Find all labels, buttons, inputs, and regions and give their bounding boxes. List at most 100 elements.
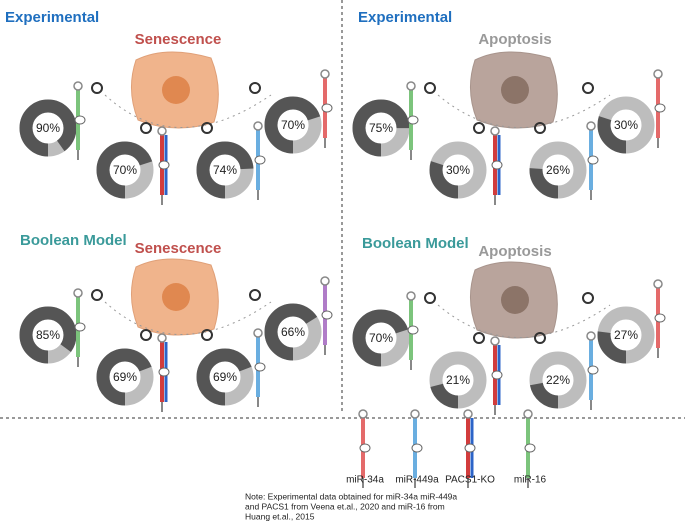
hairpin-loop <box>253 328 263 338</box>
hairpin-bulge <box>321 103 333 113</box>
node <box>249 82 261 94</box>
donut-arc <box>352 99 410 157</box>
hairpin-loop <box>157 126 167 136</box>
node <box>91 82 103 94</box>
hairpin-bulge <box>491 370 503 380</box>
hairpin-bulge <box>654 313 666 323</box>
hairpin-bulge <box>524 443 536 453</box>
hairpin-loop <box>653 69 663 79</box>
donut-arc <box>264 96 322 154</box>
donut-hole <box>543 155 573 185</box>
donut-arc <box>264 303 322 361</box>
hairpin-loop <box>586 331 596 341</box>
donut-label: 90% <box>36 121 60 135</box>
hairpin-loop <box>253 121 263 131</box>
panel: Experimental Senescence 90% 70% 74% 70% <box>5 9 333 205</box>
donut-hole <box>210 362 240 392</box>
hairpin-loop <box>406 81 416 91</box>
node <box>424 292 436 304</box>
hairpin-bulge <box>158 160 170 170</box>
donut-hole <box>611 110 641 140</box>
hairpin-loop <box>410 409 420 419</box>
node <box>249 289 261 301</box>
hairpin-loop <box>157 333 167 343</box>
donut-hole <box>110 155 140 185</box>
hairpin-bulge <box>254 155 266 165</box>
panel: Boolean Model Senescence 85% 69% 69% 66% <box>19 232 333 412</box>
nucleus <box>501 286 529 314</box>
hairpin-loop <box>463 409 473 419</box>
hairpin-bulge <box>158 367 170 377</box>
node <box>534 122 546 134</box>
nucleus <box>501 76 529 104</box>
hairpin-bulge <box>491 160 503 170</box>
node <box>91 289 103 301</box>
node <box>140 122 152 134</box>
section-label: Boolean Model <box>20 232 127 249</box>
donut-label: 27% <box>614 328 638 342</box>
hairpin-loop <box>73 288 83 298</box>
panel-title: Senescence <box>135 240 222 257</box>
node <box>201 329 213 341</box>
hairpin-bulge <box>587 365 599 375</box>
hairpin-loop <box>73 81 83 91</box>
dotted-arc <box>104 94 272 128</box>
panel-title: Senescence <box>135 31 222 48</box>
section-label: Experimental <box>5 9 99 26</box>
legend-label: miR-449a <box>395 475 439 486</box>
legend-label: PACS1-KO <box>445 475 495 486</box>
donut-label: 69% <box>213 370 237 384</box>
section-label: Boolean Model <box>362 235 469 252</box>
note-line: Note: Experimental data obtained for miR… <box>245 491 457 501</box>
donut-arc <box>529 141 587 199</box>
nucleus <box>162 76 190 104</box>
legend-label: miR-16 <box>514 475 547 486</box>
hairpin-bulge <box>359 443 371 453</box>
donut-label: 70% <box>369 331 393 345</box>
donut-label: 85% <box>36 328 60 342</box>
donut-hole <box>366 323 396 353</box>
donut-hole <box>110 362 140 392</box>
node <box>140 329 152 341</box>
hairpin-loop <box>406 291 416 301</box>
section-label: Experimental <box>358 9 452 26</box>
hairpin-bulge <box>254 362 266 372</box>
donut-hole <box>210 155 240 185</box>
hairpin-bulge <box>321 310 333 320</box>
hairpin-loop <box>653 279 663 289</box>
panel-title: Apoptosis <box>478 31 551 48</box>
donut-arc <box>597 306 655 364</box>
hairpin-loop <box>320 276 330 286</box>
donut-arc <box>429 351 487 409</box>
donut-label: 30% <box>446 163 470 177</box>
panel: Boolean Model Apoptosis 70% 21% 22% 27% <box>352 235 666 415</box>
hairpin-bulge <box>654 103 666 113</box>
hairpin-bulge <box>407 115 419 125</box>
note-line: Huang et.al., 2015 <box>245 511 315 521</box>
donut-arc <box>352 309 410 367</box>
node <box>473 122 485 134</box>
dotted-arc <box>104 301 272 335</box>
node <box>582 82 594 94</box>
panel-title: Apoptosis <box>478 243 551 260</box>
donut-label: 74% <box>213 163 237 177</box>
hairpin-bulge <box>411 443 423 453</box>
hairpin-bulge <box>74 322 86 332</box>
node <box>201 122 213 134</box>
hairpin-loop <box>320 69 330 79</box>
hairpin-bulge <box>407 325 419 335</box>
donut-arc <box>96 348 154 406</box>
node <box>534 332 546 344</box>
donut-label: 21% <box>446 373 470 387</box>
donut-arc <box>96 141 154 199</box>
donut-label: 70% <box>281 118 305 132</box>
donut-label: 22% <box>546 373 570 387</box>
hairpin-bulge <box>464 443 476 453</box>
donut-label: 69% <box>113 370 137 384</box>
hairpin-loop <box>358 409 368 419</box>
nucleus <box>162 283 190 311</box>
donut-hole <box>278 317 308 347</box>
donut-hole <box>611 320 641 350</box>
legend-label: miR-34a <box>346 475 384 486</box>
